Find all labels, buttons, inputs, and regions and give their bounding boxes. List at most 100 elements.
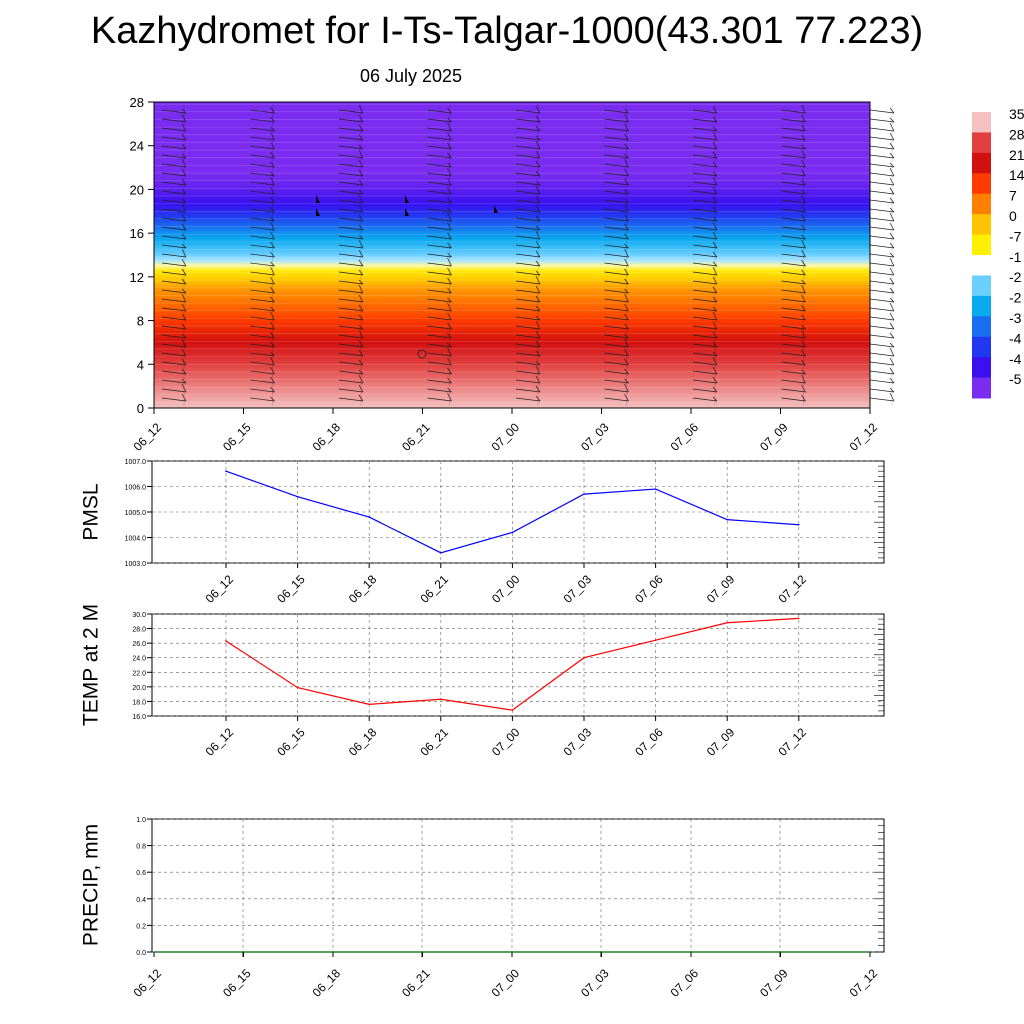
x-tick-label: 06_12 bbox=[131, 420, 165, 454]
wind-barb bbox=[781, 352, 806, 357]
wind-barb bbox=[624, 278, 629, 285]
wind-barb bbox=[604, 127, 629, 132]
wind-barb bbox=[338, 109, 364, 114]
wind-barb bbox=[692, 334, 718, 339]
wind-barb bbox=[270, 151, 275, 159]
temp-y-tick-label: 18.0 bbox=[132, 699, 146, 706]
wind-barb bbox=[181, 178, 187, 186]
wind-barb bbox=[869, 280, 895, 285]
temp-point bbox=[225, 640, 227, 642]
wind-barb bbox=[801, 369, 806, 375]
wind-barb bbox=[270, 196, 275, 204]
wind-barb bbox=[358, 144, 364, 150]
wind-barb bbox=[781, 235, 806, 240]
wind-barb bbox=[604, 208, 629, 213]
wind-barb bbox=[604, 190, 629, 195]
wind-barb bbox=[604, 145, 629, 150]
wind-barb bbox=[889, 142, 895, 150]
wind-barb bbox=[889, 117, 895, 123]
wind-barb bbox=[712, 261, 718, 267]
precip-y-tick-label: 0.2 bbox=[136, 923, 146, 930]
wind-barb bbox=[889, 222, 895, 231]
wind-barb bbox=[447, 347, 452, 357]
wind-barb bbox=[781, 343, 806, 348]
wind-barb bbox=[535, 395, 541, 402]
wind-barb bbox=[604, 136, 629, 141]
wind-barb bbox=[338, 316, 364, 321]
wind-barb bbox=[250, 271, 275, 276]
wind-barb bbox=[604, 379, 629, 384]
wind-barb bbox=[692, 217, 718, 222]
wind-barb bbox=[712, 331, 718, 339]
wind-barb bbox=[427, 199, 452, 204]
wind-barb bbox=[250, 397, 275, 402]
wind-barb bbox=[161, 127, 187, 132]
wind-barb bbox=[181, 133, 187, 141]
wind-barb bbox=[801, 284, 806, 294]
wind-barb bbox=[604, 217, 629, 222]
wind-barb bbox=[270, 311, 275, 321]
wind-barb bbox=[250, 253, 275, 258]
wind-barb bbox=[270, 161, 275, 168]
temp-point bbox=[440, 698, 442, 701]
wind-barb bbox=[869, 289, 895, 294]
wind-barb bbox=[869, 388, 895, 393]
wind-barb bbox=[869, 334, 895, 339]
wind-barb bbox=[515, 289, 541, 294]
wind-barb bbox=[535, 225, 541, 231]
wind-barb bbox=[427, 226, 452, 231]
wind-barb bbox=[869, 361, 895, 366]
wind-barb bbox=[535, 185, 541, 195]
wind-barb bbox=[889, 197, 895, 204]
wind-barb bbox=[535, 270, 541, 276]
wind-barb bbox=[535, 320, 541, 330]
wind-barb bbox=[447, 312, 452, 321]
wind-barb bbox=[427, 145, 452, 150]
wind-barb bbox=[181, 123, 187, 132]
colorbar-segment bbox=[972, 275, 991, 297]
x-tick-label: 06_21 bbox=[399, 420, 433, 454]
wind-barb bbox=[712, 311, 718, 321]
wind-barb bbox=[358, 314, 364, 321]
wind-barb bbox=[447, 122, 452, 132]
wind-barb bbox=[889, 162, 895, 168]
wind-barb bbox=[624, 158, 629, 168]
wind-barb bbox=[338, 181, 364, 186]
wind-pennant bbox=[405, 208, 409, 216]
wind-barb bbox=[535, 160, 541, 168]
colorbar-label: -2 bbox=[1009, 290, 1022, 306]
temp-point bbox=[583, 656, 585, 659]
colorbar-segment bbox=[972, 295, 991, 317]
wind-barb bbox=[161, 280, 187, 285]
wind-barb bbox=[781, 334, 806, 339]
wind-barb bbox=[535, 305, 541, 312]
wind-barb bbox=[889, 332, 895, 339]
wind-barb bbox=[181, 198, 187, 204]
wind-barb bbox=[889, 377, 895, 384]
pmsl-point bbox=[654, 488, 657, 490]
wind-barb bbox=[181, 268, 187, 276]
wind-barb bbox=[604, 181, 629, 186]
wind-barb bbox=[801, 114, 806, 123]
wind-barb bbox=[801, 269, 806, 276]
wind-barb bbox=[447, 207, 452, 213]
wind-barb bbox=[624, 378, 629, 384]
wind-barb bbox=[535, 135, 541, 141]
wind-barb bbox=[358, 374, 364, 384]
wind-barb bbox=[181, 258, 187, 267]
wind-barb bbox=[604, 280, 629, 285]
wind-barb bbox=[889, 107, 895, 114]
wind-barb bbox=[869, 118, 895, 123]
wind-barb bbox=[427, 253, 452, 258]
temp-y-tick-label: 20.0 bbox=[132, 685, 146, 692]
wind-barb bbox=[181, 368, 187, 375]
wind-barb bbox=[604, 262, 629, 267]
pmsl-x-tick-label: 07_09 bbox=[704, 572, 738, 606]
x-tick-label: 07_12 bbox=[847, 420, 881, 454]
wind-barb bbox=[250, 145, 275, 150]
pmsl-point bbox=[440, 552, 442, 554]
wind-barb bbox=[427, 298, 452, 303]
wind-barb bbox=[869, 190, 895, 195]
wind-barb bbox=[801, 214, 806, 222]
wind-barb bbox=[447, 297, 452, 303]
